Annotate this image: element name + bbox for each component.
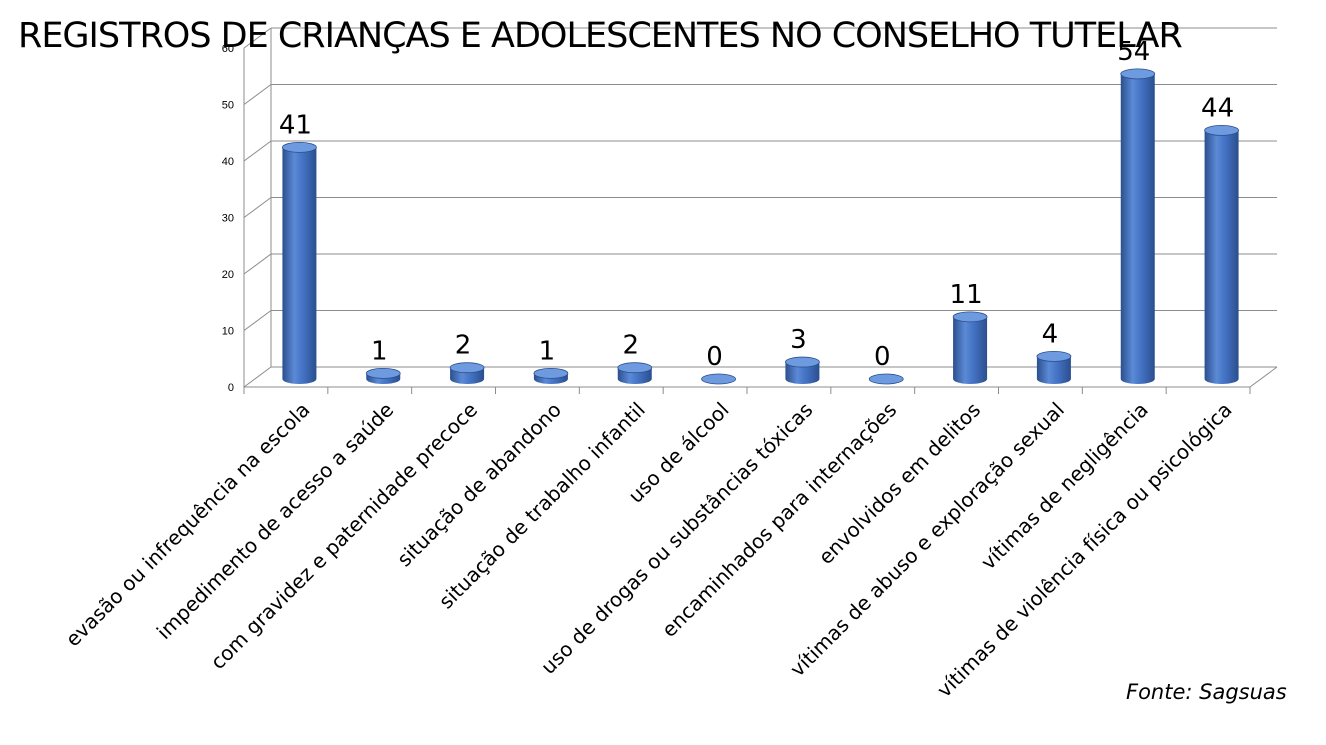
y-tick-label: 0 (228, 382, 234, 394)
gridline-connector (243, 140, 272, 162)
data-label: 3 (790, 325, 807, 355)
bar-top (701, 373, 736, 385)
gridline-connector (243, 253, 272, 275)
source-note: Fonte: Sagsuas (1126, 680, 1287, 704)
data-label: 54 (1117, 37, 1150, 67)
bar-top (449, 362, 485, 374)
bar-top (1120, 68, 1156, 80)
bar (701, 373, 736, 385)
x-category-label: situação de abandono (392, 398, 566, 572)
data-label: 0 (874, 342, 891, 372)
bar-top (365, 367, 401, 379)
gridline-connector (243, 84, 272, 105)
bar (868, 373, 904, 385)
bar-top (952, 311, 988, 323)
bar (449, 362, 485, 384)
bar-body (953, 316, 988, 384)
data-label: 4 (1042, 319, 1059, 349)
data-label: 0 (706, 342, 723, 372)
x-category-label: vítimas de violência física ou psicológi… (932, 398, 1237, 703)
gridline-connector (243, 366, 272, 388)
data-label: 2 (622, 331, 639, 361)
bar-top (617, 362, 653, 374)
bar (533, 367, 569, 384)
x-category-label: vítimas de negligência (976, 398, 1153, 575)
bar (282, 141, 317, 384)
y-tick-label: 10 (222, 326, 234, 338)
chart-title: REGISTROS DE CRIANÇAS E ADOLESCENTES NO … (18, 16, 1183, 56)
bar (617, 362, 653, 384)
bar (952, 311, 988, 384)
x-category-label: envolvidos em delitos (814, 398, 985, 569)
bar (365, 367, 401, 384)
data-label: 1 (539, 336, 556, 366)
gridline-connector (243, 27, 272, 49)
data-label: 11 (950, 280, 983, 310)
bar-body (282, 147, 317, 384)
y-tick-label: 20 (222, 269, 234, 281)
bar-top (533, 367, 569, 379)
bar-top (1036, 350, 1072, 362)
y-tick-label: 50 (222, 100, 234, 112)
bar-top (1204, 124, 1239, 136)
data-label: 41 (279, 110, 312, 140)
data-label: 1 (371, 336, 388, 366)
bars-layer (282, 68, 1239, 385)
y-tick-label: 30 (222, 213, 234, 225)
data-label: 2 (455, 331, 472, 361)
axis-layer (243, 27, 1278, 394)
bar (1120, 68, 1156, 385)
gridline-connector (243, 197, 272, 218)
gridline-connector (243, 310, 272, 331)
y-tick-label: 40 (222, 156, 234, 168)
data-label: 44 (1201, 93, 1234, 123)
y-tick-label: 60 (222, 43, 234, 55)
floor-edge (1249, 366, 1278, 388)
bar-top (868, 373, 904, 385)
bar-body (1036, 356, 1071, 384)
bar-top (785, 356, 820, 368)
bar-body (785, 362, 820, 384)
bar-body (1204, 130, 1239, 384)
bar-top (282, 141, 317, 153)
bar (1036, 350, 1072, 384)
bar (1204, 124, 1239, 384)
bar-body (1120, 73, 1155, 385)
bar (785, 356, 820, 384)
